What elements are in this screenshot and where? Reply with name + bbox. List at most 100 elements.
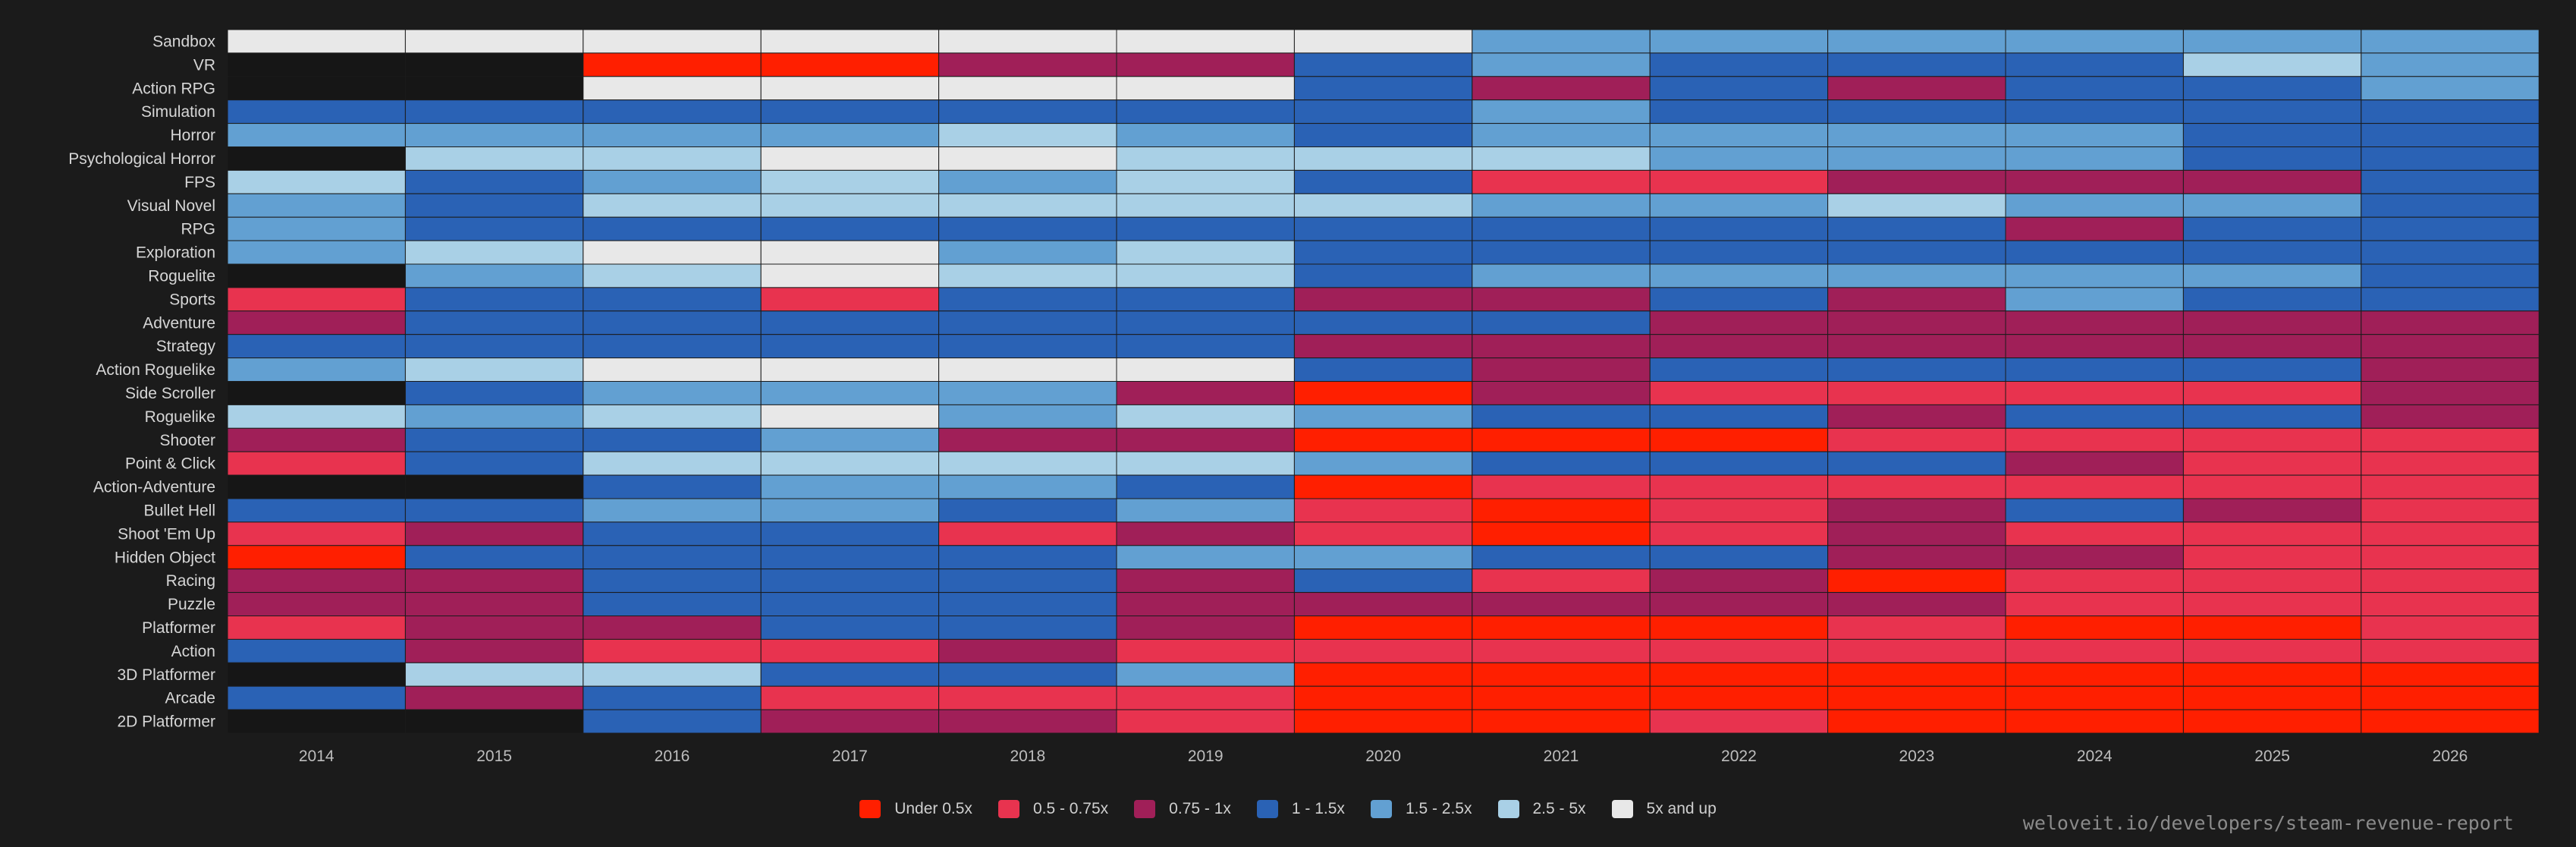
cell-strategy-2020 — [1293, 334, 1473, 359]
cell-roguelite-2021 — [1472, 263, 1651, 288]
y-tick-label: Action — [171, 643, 215, 660]
cell-exploration-2015 — [404, 240, 584, 265]
cell-racing-2018 — [938, 568, 1117, 594]
cell-sandbox-2014 — [227, 29, 406, 54]
cell-side-scroller-2017 — [760, 381, 940, 405]
cell-point-click-2024 — [2005, 451, 2184, 476]
cell-bullet-hell-2022 — [1649, 498, 1829, 523]
cell-visual-novel-2017 — [760, 193, 940, 218]
cell-2d-platformer-2021 — [1472, 709, 1651, 734]
cell-shooter-2017 — [760, 427, 940, 452]
cell-point-click-2014 — [227, 451, 406, 476]
cell-2d-platformer-2019 — [1116, 709, 1295, 734]
y-tick-label: VR — [193, 56, 215, 74]
cell-shooter-2025 — [2182, 427, 2362, 452]
cell-puzzle-2026 — [2361, 592, 2540, 616]
cell-platformer-2022 — [1649, 616, 1829, 640]
cell-vr-2026 — [2361, 52, 2540, 77]
cell-action-rpg-2020 — [1293, 76, 1473, 101]
y-tick-label: Platformer — [142, 619, 215, 637]
cell-3d-platformer-2014 — [227, 662, 406, 687]
cell-visual-novel-2026 — [2361, 193, 2540, 218]
cell-exploration-2025 — [2182, 240, 2362, 265]
cell-side-scroller-2026 — [2361, 381, 2540, 405]
cell-simulation-2014 — [227, 99, 406, 124]
cell-3d-platformer-2017 — [760, 662, 940, 687]
cell-action-2018 — [938, 638, 1117, 663]
cell-rpg-2024 — [2005, 216, 2184, 241]
cell-action-2019 — [1116, 638, 1295, 663]
cell-exploration-2024 — [2005, 240, 2184, 265]
cell-rpg-2022 — [1649, 216, 1829, 241]
cell-rpg-2016 — [583, 216, 762, 241]
cell-adventure-2018 — [938, 310, 1117, 335]
cell-sandbox-2022 — [1649, 29, 1829, 54]
cell-arcade-2020 — [1293, 685, 1473, 710]
cell-shooter-2026 — [2361, 427, 2540, 452]
cell-strategy-2016 — [583, 334, 762, 359]
cell-visual-novel-2023 — [1827, 193, 2006, 218]
cell-fps-2024 — [2005, 169, 2184, 194]
cell-side-scroller-2015 — [404, 381, 584, 405]
y-tick-label: Racing — [166, 572, 215, 590]
cell-vr-2018 — [938, 52, 1117, 77]
cell-visual-novel-2016 — [583, 193, 762, 218]
legend-swatch — [1370, 800, 1392, 818]
cell-point-click-2023 — [1827, 451, 2006, 476]
cell-rpg-2014 — [227, 216, 406, 241]
cell-sports-2014 — [227, 287, 406, 312]
cell-rpg-2020 — [1293, 216, 1473, 241]
cell-racing-2017 — [760, 568, 940, 594]
cell-point-click-2020 — [1293, 451, 1473, 476]
cell-fps-2021 — [1472, 169, 1651, 194]
y-tick-label: Sandbox — [152, 33, 215, 50]
cell-action-rpg-2019 — [1116, 76, 1295, 101]
cell-bullet-hell-2023 — [1827, 498, 2006, 523]
cell-roguelike-2017 — [760, 404, 940, 429]
source-label: weloveit.io/developers/steam-revenue-rep… — [2022, 812, 2514, 834]
cell-side-scroller-2020 — [1293, 381, 1473, 405]
y-tick-label: Roguelite — [148, 267, 215, 285]
cell-action-roguelike-2015 — [404, 357, 584, 383]
cell-roguelike-2016 — [583, 404, 762, 429]
cell-simulation-2018 — [938, 99, 1117, 124]
cell-vr-2015 — [404, 52, 584, 77]
cell-strategy-2021 — [1472, 334, 1651, 359]
cell-hidden-object-2014 — [227, 545, 406, 570]
cell-arcade-2021 — [1472, 685, 1651, 710]
cell-visual-novel-2015 — [404, 193, 584, 218]
cell-2d-platformer-2024 — [2005, 709, 2184, 734]
cell-strategy-2025 — [2182, 334, 2362, 359]
cell-puzzle-2015 — [404, 592, 584, 616]
cell-point-click-2017 — [760, 451, 940, 476]
cell-3d-platformer-2020 — [1293, 662, 1473, 687]
heatmap-chart: Sandbox VR Action RPG Simulation Horror Psych… — [68, 29, 2540, 765]
cell-action-2023 — [1827, 638, 2006, 663]
cell-action-adventure-2023 — [1827, 474, 2006, 499]
cell-2d-platformer-2015 — [404, 709, 584, 734]
cell-roguelite-2015 — [404, 263, 584, 288]
cell-roguelite-2017 — [760, 263, 940, 288]
cell-action-rpg-2023 — [1827, 76, 2006, 101]
cell-sandbox-2023 — [1827, 29, 2006, 54]
cell-roguelike-2025 — [2182, 404, 2362, 429]
cell-side-scroller-2021 — [1472, 381, 1651, 405]
cell-point-click-2026 — [2361, 451, 2540, 476]
cell-action-adventure-2021 — [1472, 474, 1651, 499]
cell-vr-2016 — [583, 52, 762, 77]
cell-vr-2014 — [227, 52, 406, 77]
x-tick-label: 2014 — [299, 748, 335, 765]
cell-action-roguelike-2021 — [1472, 357, 1651, 383]
cell-adventure-2015 — [404, 310, 584, 335]
cell-arcade-2024 — [2005, 685, 2184, 710]
cell-action-2014 — [227, 638, 406, 663]
legend-label: 2.5 - 5x — [1532, 800, 1586, 817]
cell-roguelite-2014 — [227, 263, 406, 288]
legend: Under 0.5x 0.5 - 0.75x 0.75 - 1x 1 - 1.5x 1.… — [0, 796, 2576, 822]
cell-roguelite-2019 — [1116, 263, 1295, 288]
cell-roguelite-2023 — [1827, 263, 2006, 288]
cell-bullet-hell-2021 — [1472, 498, 1651, 523]
cell-action-rpg-2016 — [583, 76, 762, 101]
cell-strategy-2022 — [1649, 334, 1829, 359]
cell-visual-novel-2025 — [2182, 193, 2362, 218]
